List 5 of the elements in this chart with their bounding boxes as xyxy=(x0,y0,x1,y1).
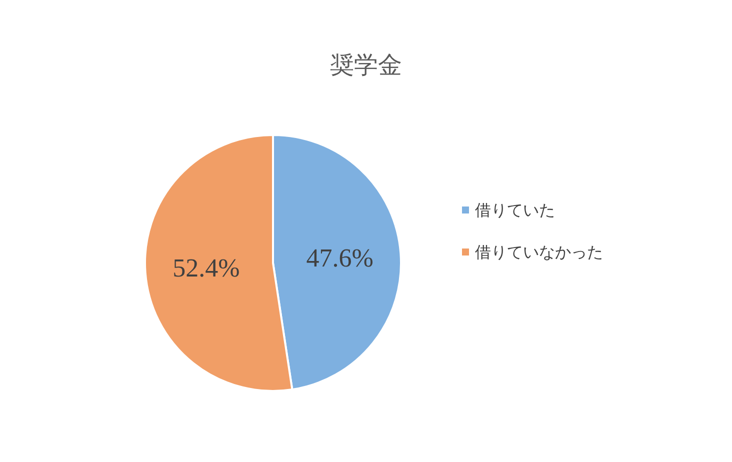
legend-label: 借りていた xyxy=(475,200,555,220)
chart-title: 奨学金 xyxy=(330,51,402,79)
legend-label: 借りていなかった xyxy=(475,242,603,262)
data-label: 47.6% xyxy=(306,243,374,272)
data-label: 52.4% xyxy=(172,254,240,283)
